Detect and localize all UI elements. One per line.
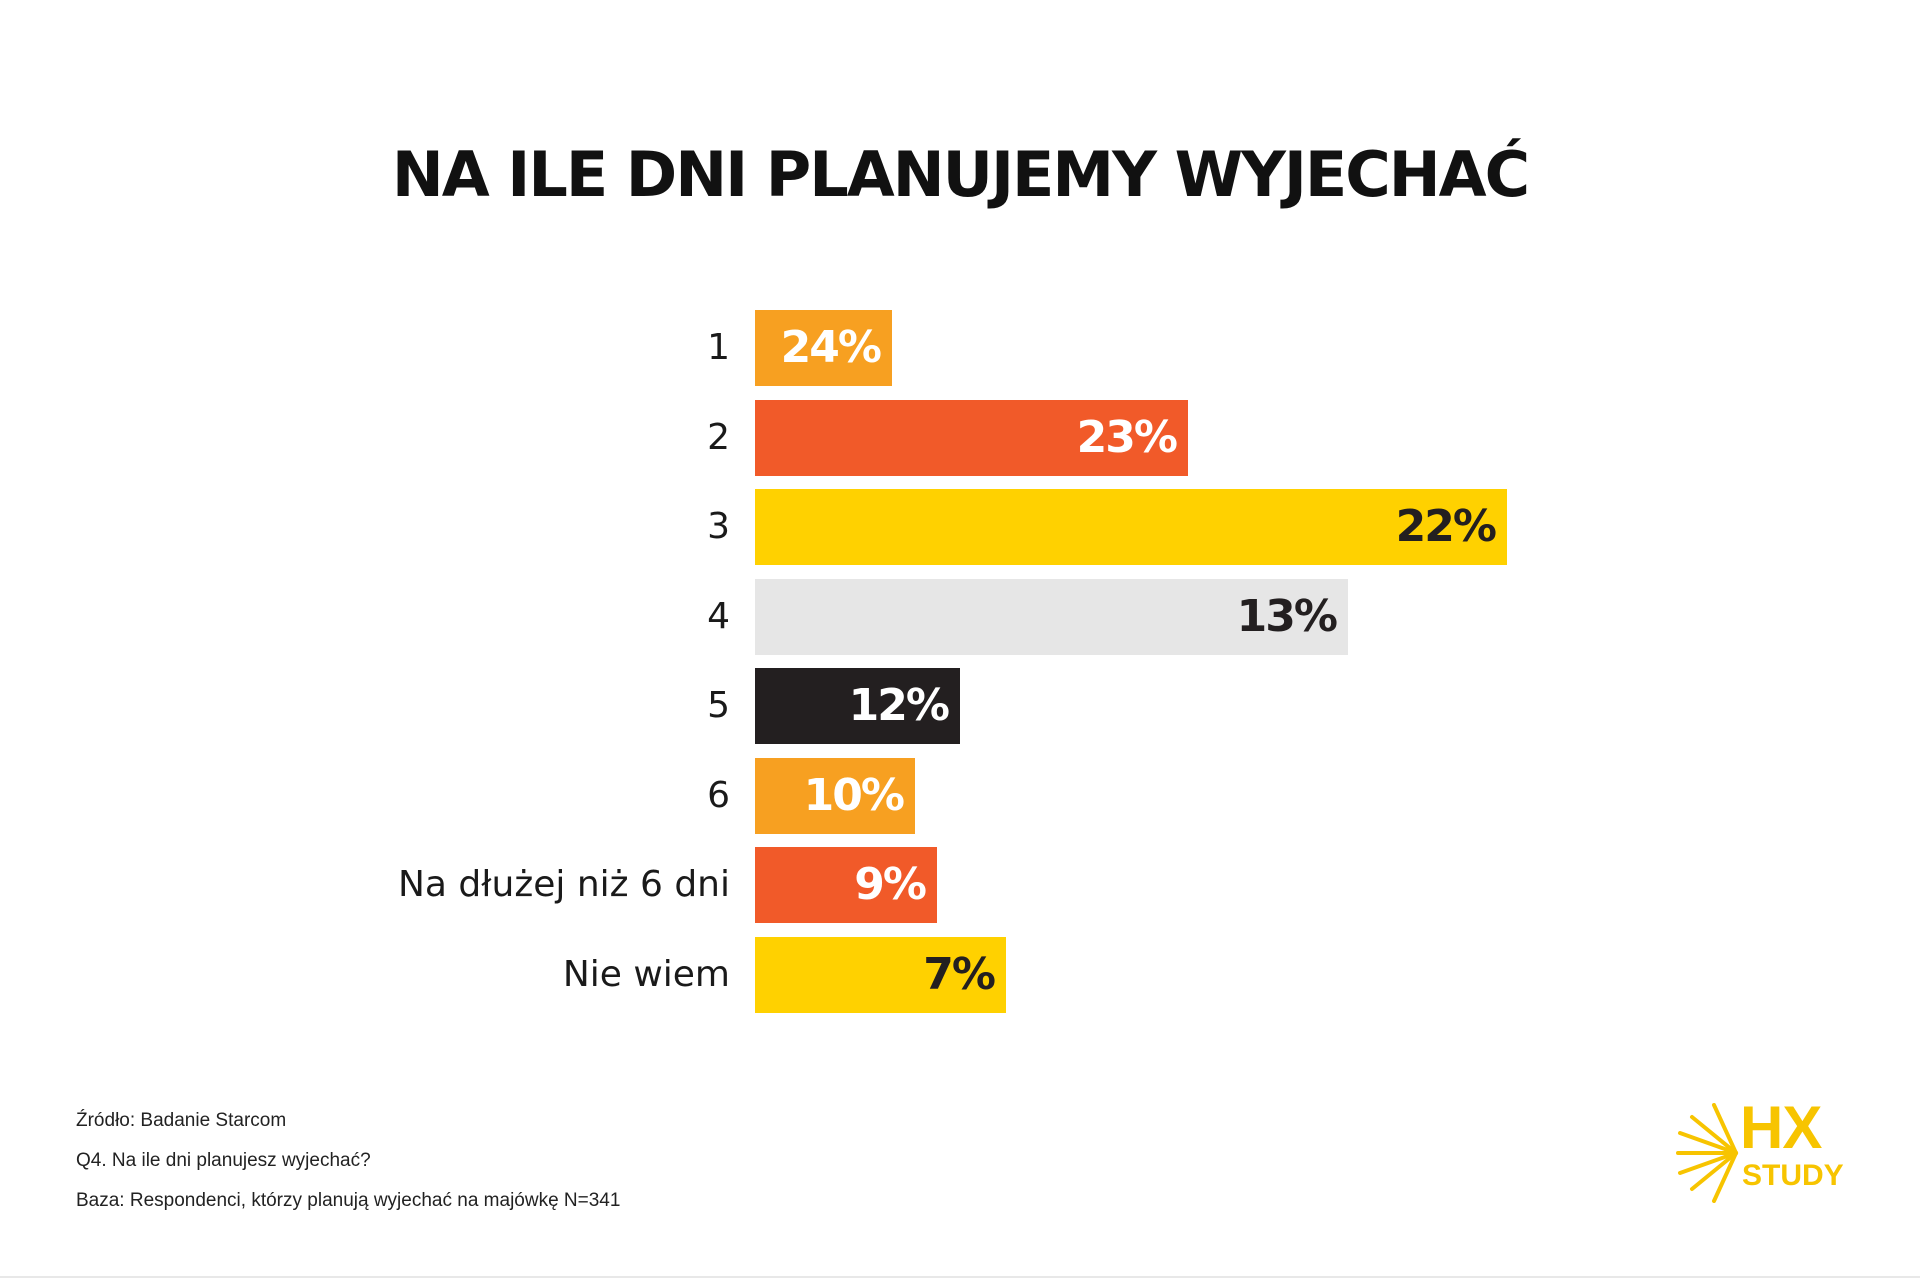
value-label: 12% [848, 680, 950, 731]
bar [755, 847, 937, 923]
value-label: 9% [854, 859, 927, 910]
bottom-divider [0, 1276, 1920, 1278]
category-label: 6 [707, 775, 730, 816]
bar [755, 310, 892, 386]
hx-study-logo: HX STUDY [1670, 1095, 1860, 1205]
bar [755, 579, 1348, 655]
value-label: 10% [803, 770, 905, 821]
category-label: 3 [707, 506, 730, 547]
category-label: Na dłużej niż 6 dni [398, 864, 730, 905]
bar [755, 489, 1507, 565]
question-note: Q4. Na ile dni planujesz wyjechać? [76, 1150, 371, 1171]
value-label: 13% [1236, 591, 1338, 642]
value-label: 23% [1076, 412, 1178, 463]
category-label: 4 [707, 596, 730, 637]
bar [755, 400, 1188, 476]
source-note: Źródło: Badanie Starcom [76, 1110, 287, 1131]
bar [755, 758, 915, 834]
value-label: 22% [1395, 501, 1497, 552]
category-label: 1 [707, 327, 730, 368]
category-label: 2 [707, 417, 730, 458]
bar [755, 937, 1006, 1013]
chart-title: NA ILE DNI PLANUJEMY WYJECHAĆ [391, 138, 1530, 211]
category-label: Nie wiem [562, 954, 730, 995]
logo-text-hx: HX [1740, 1094, 1822, 1161]
sunburst-icon [1676, 1103, 1738, 1203]
value-label: 7% [923, 949, 996, 1000]
category-label: 5 [707, 685, 730, 726]
footer-notes: Źródło: Badanie Starcom Q4. Na ile dni p… [76, 1104, 620, 1224]
value-label: 24% [780, 322, 882, 373]
bar [755, 668, 960, 744]
logo-text-study: STUDY [1742, 1159, 1844, 1192]
base-note: Baza: Respondenci, którzy planują wyjech… [76, 1190, 621, 1211]
